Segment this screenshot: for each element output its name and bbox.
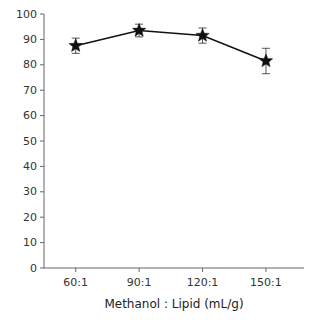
data-point (69, 39, 82, 52)
y-tick (40, 217, 44, 218)
y-tick-label: 90 (23, 33, 37, 46)
y-tick-label: 0 (30, 262, 37, 275)
y-tick-label: 80 (23, 58, 37, 71)
y-tick-label: 60 (23, 109, 37, 122)
y-tick-label: 20 (23, 211, 37, 224)
x-tick (139, 268, 140, 272)
y-tick (40, 14, 44, 15)
data-point (196, 29, 209, 42)
y-tick (40, 64, 44, 65)
y-tick-label: 100 (16, 8, 37, 21)
y-tick (40, 242, 44, 243)
x-tick (202, 268, 203, 272)
y-tick (40, 141, 44, 142)
x-tick-label: 90:1 (127, 276, 152, 289)
y-tick-label: 50 (23, 135, 37, 148)
x-tick-label: 60:1 (63, 276, 88, 289)
chart-container: 0 10 20 30 40 50 60 70 80 90 100 60:1 90:1 120:1 150:1… (0, 0, 320, 320)
y-tick (40, 268, 44, 269)
y-tick (40, 115, 44, 116)
x-tick (265, 268, 266, 272)
data-point (132, 24, 145, 37)
y-tick (40, 191, 44, 192)
data-line (76, 31, 266, 61)
x-axis-title: Methanol : Lipid (mL/g) (104, 297, 243, 311)
x-axis-line (44, 268, 304, 269)
y-tick (40, 90, 44, 91)
y-tick-label: 40 (23, 160, 37, 173)
chart-svg: 0 10 20 30 40 50 60 70 80 90 100 60:1 90:1 120:1 150:1… (0, 0, 320, 320)
y-tick-label: 70 (23, 84, 37, 97)
data-point (259, 54, 272, 67)
x-tick-label: 150:1 (250, 276, 282, 289)
y-tick (40, 39, 44, 40)
x-tick-label: 120:1 (187, 276, 219, 289)
y-tick (40, 166, 44, 167)
y-tick-label: 30 (23, 185, 37, 198)
plot-area (69, 24, 273, 74)
x-tick (75, 268, 76, 272)
y-tick-label: 10 (23, 236, 37, 249)
